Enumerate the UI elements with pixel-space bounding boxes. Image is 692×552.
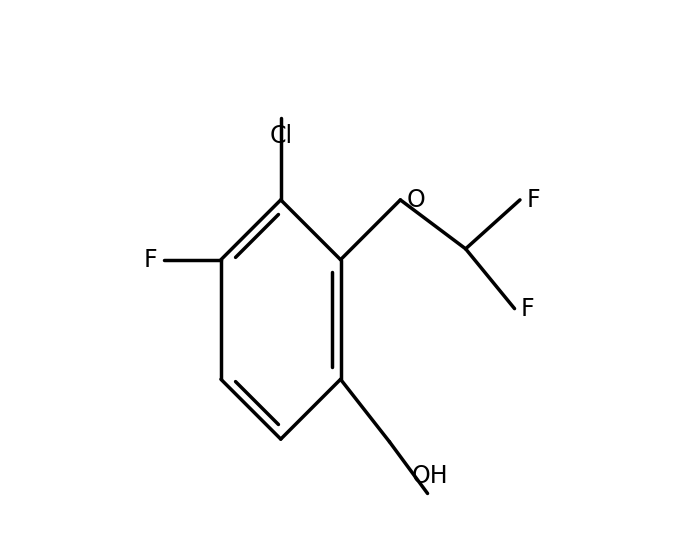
Text: F: F: [521, 296, 535, 321]
Text: F: F: [144, 248, 157, 272]
Text: F: F: [527, 188, 540, 212]
Text: OH: OH: [412, 464, 448, 488]
Text: Cl: Cl: [269, 124, 292, 148]
Text: O: O: [407, 188, 426, 212]
